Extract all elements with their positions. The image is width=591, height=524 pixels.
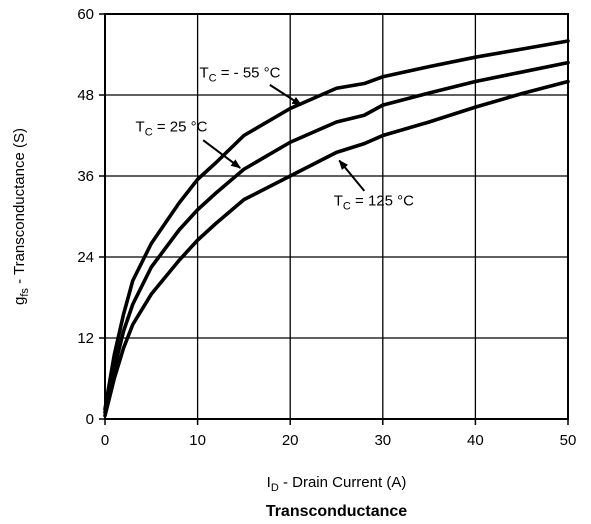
- annotation-arrow-1: [202, 139, 241, 169]
- x-tick-label: 30: [374, 432, 391, 449]
- series-label-0: TC = - 55 °C: [199, 64, 280, 84]
- annotation-arrow-2: [338, 159, 366, 192]
- plot-border: [104, 13, 569, 420]
- y-tick-label: 24: [77, 249, 94, 266]
- x-tick-label: 20: [282, 432, 299, 449]
- y-tick-label: 60: [77, 6, 94, 23]
- x-tick-label: 10: [189, 432, 206, 449]
- series-line-0: [103, 39, 570, 411]
- y-tick-label: 12: [77, 330, 94, 347]
- series-line-1: [103, 60, 570, 415]
- series-group: [103, 39, 570, 418]
- plot-frame: [104, 13, 569, 420]
- x-tick-label: 50: [560, 432, 577, 449]
- y-tick-label: 36: [77, 168, 94, 185]
- y-tick-label: 0: [86, 411, 94, 428]
- x-tick-label: 40: [467, 432, 484, 449]
- series-line-2: [103, 79, 570, 418]
- x-axis-label: ID - Drain Current (A): [267, 474, 407, 494]
- y-tick-label: 48: [77, 87, 94, 104]
- tick-labels: 0 10 20 30 40 50 0 12 24 36 48 60: [77, 6, 576, 449]
- series-label-2: TC = 125 °C: [334, 193, 414, 213]
- chart-title: Transconductance: [266, 503, 407, 520]
- annotations: TC = - 55 °C TC = 25 °C TC = 125 °C: [136, 64, 415, 212]
- y-axis-label: gfs - Transconductance (S): [11, 128, 31, 305]
- x-tick-label: 0: [101, 432, 109, 449]
- grid: [105, 14, 568, 419]
- series-label-1: TC = 25 °C: [136, 118, 208, 138]
- annotation-arrow-0: [269, 84, 303, 106]
